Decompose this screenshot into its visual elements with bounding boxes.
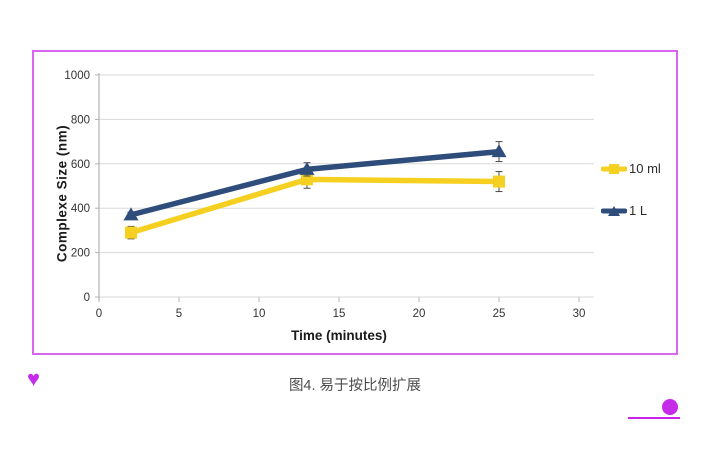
chart-plot: 0 200 400 600 800 1000 0 5 10 15 20 25 30 <box>64 70 594 320</box>
x-tick-label: 5 <box>176 308 182 320</box>
chart-legend: 10 ml 1 L <box>601 160 661 219</box>
legend-item: 1 L <box>601 202 661 219</box>
data-point-square <box>125 226 137 239</box>
data-point-square <box>493 175 505 188</box>
x-axis-title: Time (minutes) <box>291 328 387 343</box>
data-point-triangle <box>299 161 315 175</box>
corner-dot-icon <box>662 399 678 415</box>
x-tick-label: 15 <box>333 308 346 320</box>
legend-label: 1 L <box>629 203 648 218</box>
y-tick-label: 800 <box>71 114 90 126</box>
x-tick-label: 25 <box>493 308 506 320</box>
data-point-triangle <box>491 144 507 158</box>
x-tick-label: 0 <box>96 308 102 320</box>
y-tick-label: 600 <box>71 159 90 171</box>
y-tick-label: 200 <box>71 248 90 260</box>
legend-square <box>609 163 619 174</box>
x-tick-label: 10 <box>253 308 266 320</box>
figure-caption: 图4. 易于按比例扩展 <box>288 378 422 394</box>
corner-underline <box>628 417 680 419</box>
legend-marker-icon <box>601 163 627 174</box>
y-tick-label: 1000 <box>64 70 90 82</box>
data-point-triangle <box>123 207 139 221</box>
legend-label: 10 ml <box>629 161 661 176</box>
legend-marker-icon <box>601 205 627 216</box>
legend-item: 10 ml <box>601 160 661 177</box>
legend-triangle <box>608 205 620 216</box>
y-tick-label: 400 <box>71 203 90 215</box>
x-tick-label: 20 <box>413 308 426 320</box>
x-tick-label: 30 <box>573 308 586 320</box>
y-tick-label: 0 <box>84 292 90 304</box>
series-line-0 <box>128 176 502 236</box>
heart-icon: ♥ <box>27 366 41 391</box>
figure-frame: Complexe Size (nm) 0 200 400 600 800 1000 0 5 10… <box>32 50 678 355</box>
